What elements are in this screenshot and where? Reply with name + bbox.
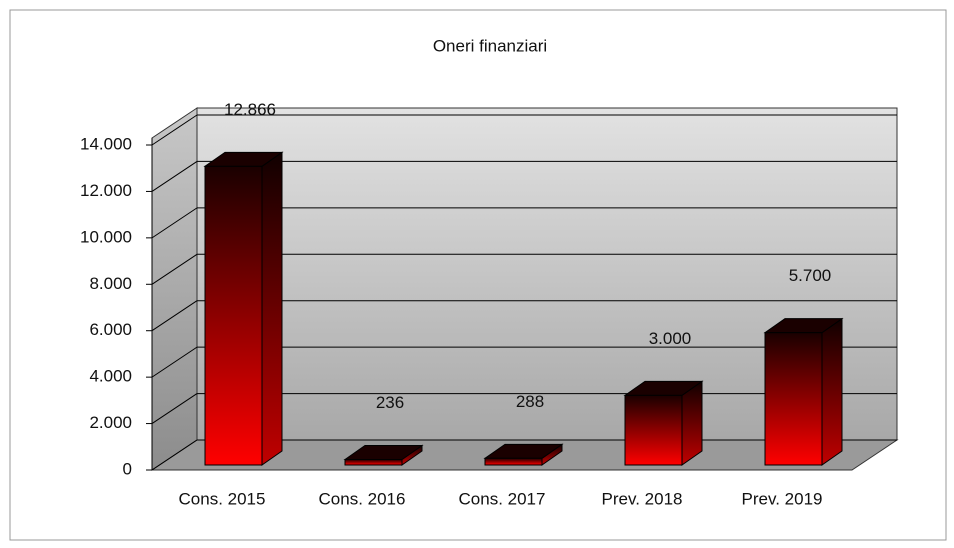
bar [764, 332, 823, 466]
y-tick-label: 14.000 [80, 134, 132, 153]
y-tick-label: 6.000 [89, 320, 132, 339]
grid-line [151, 346, 198, 378]
bar-side [261, 151, 283, 466]
x-tick-label: Cons. 2016 [319, 489, 406, 508]
grid-line [151, 161, 198, 192]
bar [344, 459, 403, 466]
x-tick-label: Prev. 2019 [742, 489, 823, 508]
side-wall [151, 107, 198, 471]
y-tick-label: 12.000 [80, 181, 132, 200]
data-label: 288 [516, 392, 544, 411]
y-tick-label: 0 [123, 459, 132, 478]
y-tick-label: 2.000 [89, 413, 132, 432]
bar [484, 457, 543, 466]
data-label: 236 [376, 393, 404, 412]
data-label: 5.700 [789, 266, 832, 285]
grid-line [151, 393, 198, 424]
grid-line [151, 439, 198, 471]
y-tick-label: 8.000 [89, 274, 132, 293]
data-label: 3.000 [649, 329, 692, 348]
y-tick-label: 10.000 [80, 227, 132, 246]
chart-title: Oneri finanziari [433, 36, 547, 55]
data-label: 12.866 [224, 100, 276, 119]
bar-side [681, 380, 703, 466]
y-tick-label: 4.000 [89, 367, 132, 386]
grid-line [151, 114, 198, 146]
x-tick-label: Cons. 2017 [459, 489, 546, 508]
grid-line [151, 253, 198, 285]
x-tick-label: Cons. 2015 [179, 489, 266, 508]
bar-side [821, 317, 843, 466]
grid-line [151, 300, 198, 332]
bar [624, 394, 683, 466]
x-tick-label: Prev. 2018 [602, 489, 683, 508]
grid-line [151, 207, 198, 239]
bar [204, 165, 263, 466]
